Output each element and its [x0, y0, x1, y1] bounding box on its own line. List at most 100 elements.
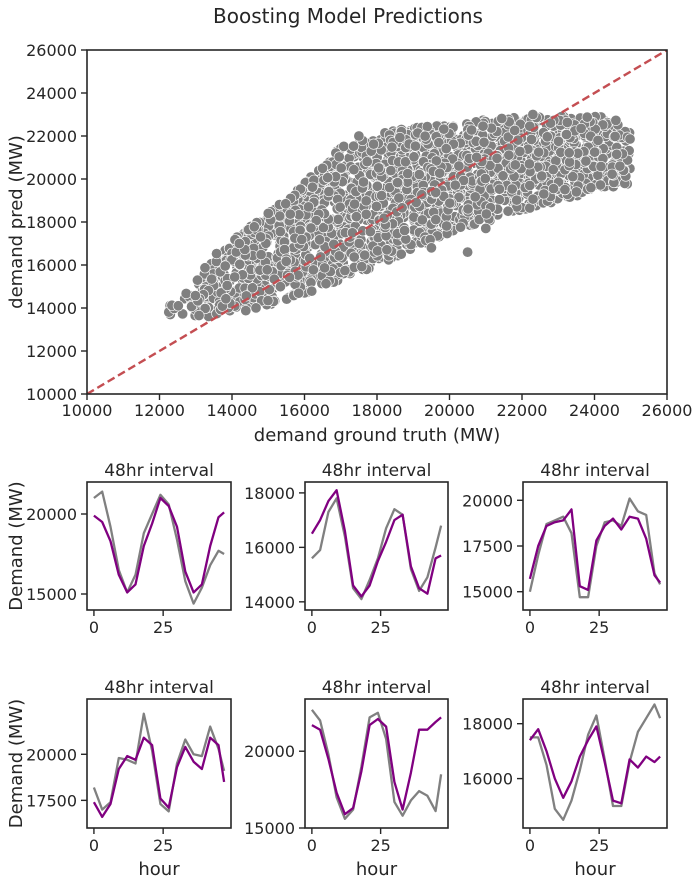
x-tick-label: 0 [525, 618, 535, 637]
x-tick-label: 25 [153, 618, 173, 637]
line-chart: 48hr interval 0 25 15000 20000 hour [244, 678, 449, 880]
y-axis-label: Demand (MW) [6, 481, 27, 610]
y-tick-label: 16000 [244, 538, 295, 557]
scatter-point [199, 262, 211, 274]
scatter-point [199, 302, 211, 314]
scatter-point [493, 183, 505, 195]
scatter-point [511, 194, 523, 206]
x-tick-label: 25 [589, 618, 609, 637]
y-axis-label: Demand (MW) [6, 699, 27, 828]
chart-title: 48hr interval [540, 461, 650, 481]
scatter-point [416, 214, 428, 226]
chart-frame [304, 481, 449, 611]
scatter-point [561, 116, 573, 128]
x-tick-label: 16000 [279, 401, 330, 420]
scatter-point [353, 130, 365, 142]
scatter-point [319, 262, 331, 274]
y-tick-label: 22000 [26, 127, 77, 146]
scatter-point [430, 155, 442, 167]
x-tick-label: 14000 [207, 401, 258, 420]
y-tick-label: 15000 [244, 819, 295, 838]
scatter-point [373, 162, 385, 174]
scatter-point [548, 183, 560, 195]
scatter-point [469, 191, 481, 203]
y-tick-label: 20000 [462, 491, 513, 510]
scatter-point [317, 162, 329, 174]
y-tick-label: 15000 [26, 585, 77, 604]
y-tick-label: 17500 [462, 537, 513, 556]
scatter-point [234, 258, 246, 270]
scatter-point [384, 182, 396, 194]
line-chart: 48hr interval 0 25 14000 16000 18000 [244, 461, 449, 637]
scatter-point [449, 179, 461, 191]
scatter-point [409, 140, 421, 152]
x-tick-label: 10000 [62, 401, 113, 420]
y-tick-label: 20000 [26, 170, 77, 189]
scatter-point [592, 134, 604, 146]
scatter-point [564, 156, 576, 168]
x-tick-label: 0 [307, 618, 317, 637]
scatter-point [419, 130, 431, 142]
scatter-point [376, 190, 388, 202]
scatter-point [332, 213, 344, 225]
x-axis-label: hour [574, 859, 616, 880]
figure-title: Boosting Model Predictions [213, 4, 483, 28]
scatter-point [305, 222, 317, 234]
scatter-point [372, 245, 384, 257]
line-chart: 48hr interval 0 25 15000 17500 20000 [462, 461, 668, 637]
x-tick-label: 0 [307, 836, 317, 855]
scatter-point [385, 165, 397, 177]
y-tick-label: 16000 [462, 770, 513, 789]
x-tick-label: 25 [589, 836, 609, 855]
scatter-point [284, 208, 296, 220]
scatter-point [322, 172, 334, 184]
x-tick-label: 25 [370, 618, 390, 637]
series-line-pred [528, 508, 662, 592]
chart-title: 48hr interval [322, 678, 432, 698]
scatter-point [302, 201, 314, 213]
scatter-point [361, 156, 373, 168]
scatter-point [280, 198, 292, 210]
y-tick-label: 12000 [26, 342, 77, 361]
scatter-point [279, 244, 291, 256]
scatter-point [509, 124, 521, 136]
y-axis-label: demand pred (MW) [6, 135, 27, 309]
scatter-point [491, 152, 503, 164]
scatter-point [348, 251, 360, 263]
scatter-point [381, 244, 393, 256]
scatter-point [497, 170, 509, 182]
identity-line [87, 50, 667, 394]
scatter-point [480, 222, 492, 234]
scatter-point [547, 164, 559, 176]
scatter-point [399, 225, 411, 237]
scatter-point [248, 221, 260, 233]
scatter-point [349, 198, 361, 210]
scatter-point [502, 205, 514, 217]
x-axis-label: hour [138, 859, 180, 880]
series-line-pred [528, 725, 661, 805]
series-line-truth [92, 712, 226, 813]
scatter-point [274, 226, 286, 238]
scatter-point [360, 208, 372, 220]
scatter-point [368, 138, 380, 150]
y-tick-label: 16000 [26, 256, 77, 275]
scatter-point [262, 295, 274, 307]
scatter-chart: 10000 12000 14000 16000 18000 20000 22000 24000… [6, 41, 692, 446]
scatter-point [262, 207, 274, 219]
chart-title: 48hr interval [540, 678, 650, 698]
scatter-point [502, 131, 514, 143]
scatter-point [359, 249, 371, 261]
scatter-point [421, 121, 433, 133]
scatter-point [570, 186, 582, 198]
scatter-point [357, 176, 369, 188]
scatter-point [211, 248, 223, 260]
scatter-point [386, 141, 398, 153]
scatter-point [339, 265, 351, 277]
scatter-point [506, 183, 518, 195]
chart-title: 48hr interval [322, 461, 432, 481]
scatter-point [538, 188, 550, 200]
y-tick-label: 14000 [26, 299, 77, 318]
scatter-point [541, 131, 553, 143]
scatter-point [172, 300, 184, 312]
